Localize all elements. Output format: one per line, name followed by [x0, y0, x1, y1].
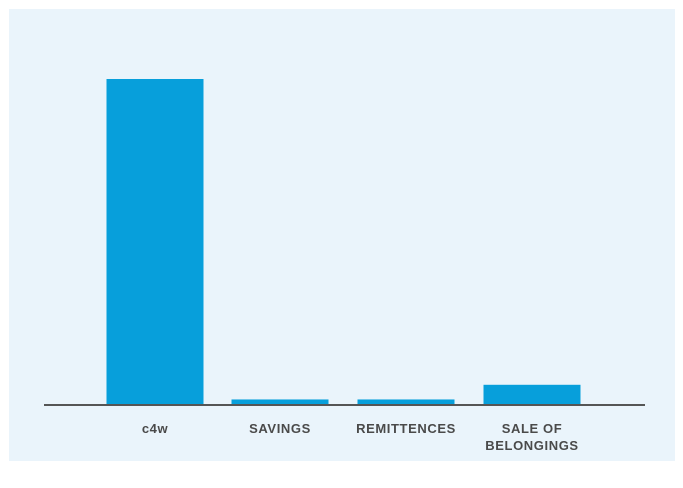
x-tick-label-3: SALE OF BELONGINGS — [485, 421, 578, 453]
bars-group — [106, 79, 581, 405]
bar-3 — [483, 384, 581, 405]
bar-1 — [231, 399, 329, 405]
x-tick-label-2: REMITTENCES — [356, 421, 456, 436]
x-tick-label-line: c4w — [142, 421, 169, 436]
x-tick-label-line: SAVINGS — [249, 421, 311, 436]
x-tick-label-line: BELONGINGS — [485, 438, 578, 453]
x-tick-labels: c4w SAVINGS REMITTENCES SALE OF BELONGINGS — [142, 421, 578, 453]
x-tick-label-line: SALE OF — [502, 421, 563, 436]
bar-2 — [357, 399, 455, 405]
bar-0 — [106, 79, 204, 405]
x-tick-label-0: c4w — [142, 421, 169, 436]
x-tick-label-1: SAVINGS — [249, 421, 311, 436]
x-tick-label-line: REMITTENCES — [356, 421, 456, 436]
